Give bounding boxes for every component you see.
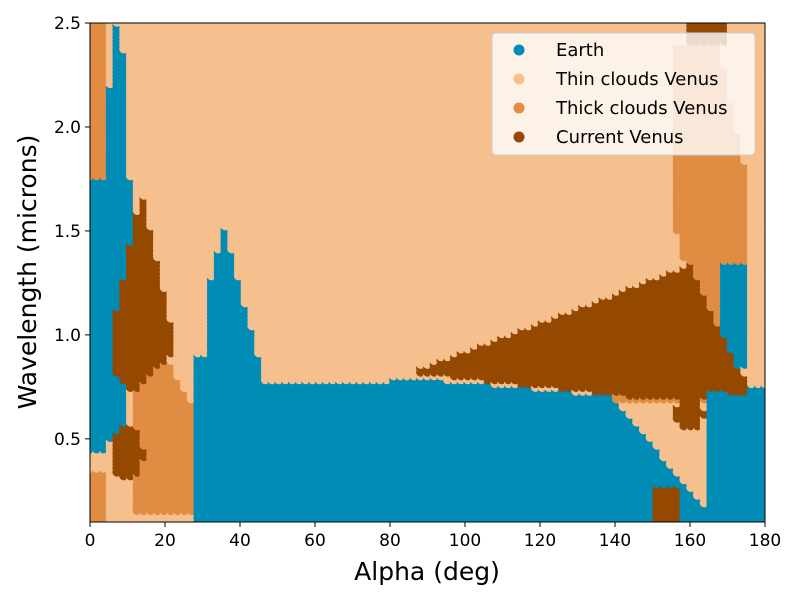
scatter-chart: 0 20 40 60 80 100 120 140 160 180 0.51.01.52.02.5… xyxy=(13,14,781,586)
